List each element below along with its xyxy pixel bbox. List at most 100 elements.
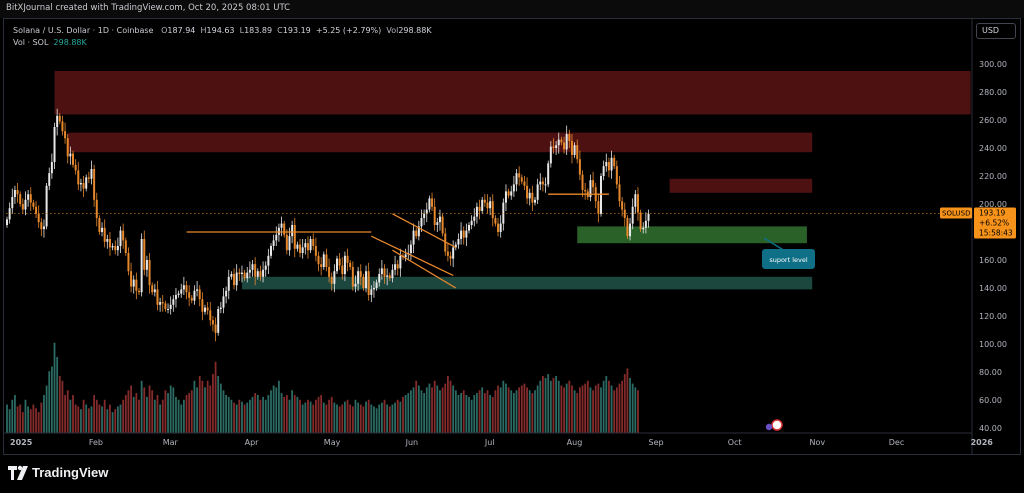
volume-bar <box>539 380 542 433</box>
volume-bar <box>190 390 193 433</box>
candle-body <box>209 310 212 321</box>
x-tick-label: Dec <box>889 438 904 447</box>
candle-body <box>423 213 426 218</box>
candle-body <box>45 185 48 227</box>
y-tick-label: 160.00 <box>979 256 1007 265</box>
price-tag-line: 15:58:43 <box>979 229 1013 238</box>
candle-body <box>592 180 595 188</box>
volume-bar <box>571 385 573 433</box>
candle-body <box>153 289 156 293</box>
change-value: +5.25 (+2.79%) <box>315 26 382 35</box>
candle-body <box>378 274 381 283</box>
volume-bar <box>248 399 251 433</box>
volume-bar <box>357 402 360 433</box>
volume-bar <box>473 395 476 433</box>
volume-bar <box>386 404 389 433</box>
candle-body <box>48 173 51 186</box>
volume-bar <box>209 385 212 433</box>
volume-bar <box>58 376 61 433</box>
volume-bar <box>124 395 127 433</box>
volume-bar <box>85 404 88 433</box>
candle-body <box>42 226 45 230</box>
volume-bar <box>465 395 468 433</box>
candle-body <box>32 202 35 207</box>
volume-bar <box>159 404 162 433</box>
volume-bar <box>428 383 431 433</box>
candle-body <box>190 297 193 301</box>
volume-bar <box>536 385 539 433</box>
candle-body <box>491 201 494 218</box>
currency-button[interactable]: USD <box>976 23 1016 39</box>
volume-bar <box>491 396 494 433</box>
candle-body <box>11 197 14 209</box>
candle-body <box>254 264 257 277</box>
candle-body <box>182 285 185 290</box>
volume-bar <box>478 390 481 433</box>
candle-body <box>523 181 526 186</box>
volume-bar <box>388 406 391 433</box>
volume-bar <box>560 385 563 433</box>
volume-bar <box>396 399 399 433</box>
candle-body <box>454 244 457 248</box>
candle-body <box>563 142 566 150</box>
candle-body <box>143 239 146 270</box>
volume-bar <box>256 395 259 433</box>
x-tick-label: May <box>324 438 341 447</box>
candle-body <box>357 271 360 284</box>
x-tick-label: Jun <box>405 438 419 447</box>
candle-body <box>201 299 204 312</box>
volume-bar <box>330 396 333 433</box>
price-tag-line: +6.52% <box>979 219 1009 228</box>
candle-body <box>240 272 243 274</box>
volume-bar <box>270 390 272 433</box>
x-tick-label: Sep <box>649 438 664 447</box>
candle-body <box>53 127 56 162</box>
candle-body <box>193 290 196 301</box>
candle-body <box>547 163 550 185</box>
candle-body <box>159 302 162 305</box>
candle-body <box>349 262 352 267</box>
volume-bar <box>322 402 325 433</box>
volume-bar <box>565 383 568 433</box>
volume-bar <box>552 377 555 433</box>
y-tick-label: 220.00 <box>979 172 1007 181</box>
volume-bar <box>243 404 246 433</box>
candle-body <box>475 206 478 217</box>
volume-bar <box>280 393 283 433</box>
candle-body <box>473 216 476 221</box>
volume-bar <box>449 380 452 433</box>
volume-bar <box>402 396 404 433</box>
candle-body <box>541 181 544 185</box>
volume-bar <box>262 396 264 433</box>
trend-line-2 <box>371 235 454 276</box>
volume-bar <box>119 404 122 433</box>
candle-body <box>346 255 349 263</box>
candle-body <box>626 218 629 237</box>
top-caption-bar: BitXJournal created with TradingView.com… <box>0 0 1024 18</box>
volume-bar <box>354 399 357 433</box>
candle-body <box>394 264 397 270</box>
candle-body <box>499 223 502 232</box>
volume-bar <box>404 395 407 433</box>
volume-bar <box>431 387 433 433</box>
volume-bar <box>285 395 288 433</box>
volume-bar <box>515 390 518 433</box>
candle-body <box>64 131 67 139</box>
volume-bar <box>188 393 191 433</box>
volume-bar <box>14 395 16 433</box>
candle-body <box>639 212 642 230</box>
symbol-tag-text: SOLUSD <box>942 210 970 218</box>
candle-body <box>29 194 32 203</box>
candle-body <box>6 219 8 225</box>
volume-bar <box>462 390 465 433</box>
candle-body <box>502 202 505 224</box>
candle-body <box>19 194 22 204</box>
candle-body <box>365 271 368 288</box>
candle-body <box>156 289 159 305</box>
x-tick-label: Oct <box>728 438 742 447</box>
volume-bar <box>341 404 344 433</box>
volume-bar <box>309 401 312 433</box>
volume-bar <box>544 377 547 433</box>
volume-bar <box>43 395 45 433</box>
